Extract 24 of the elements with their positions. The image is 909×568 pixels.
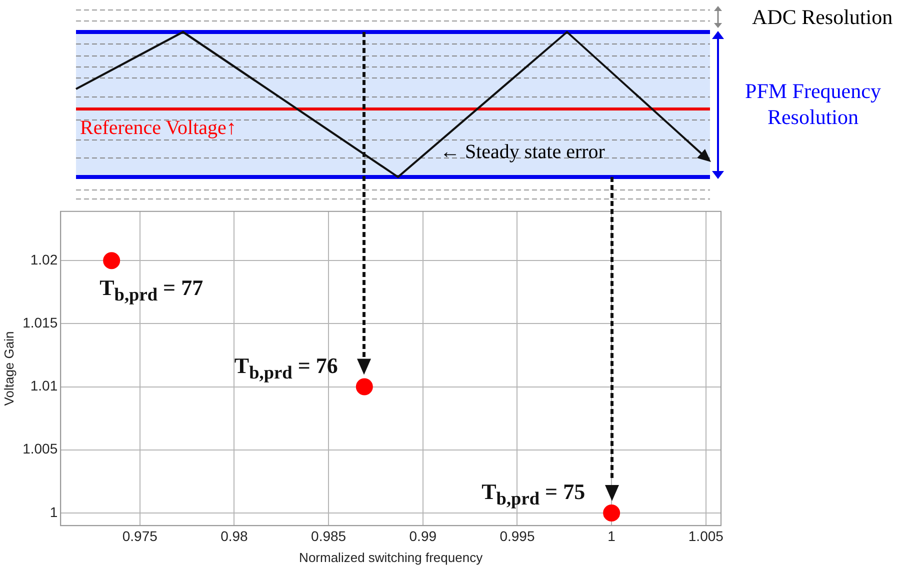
annotation: T$_{b,prd}$ = 75: [482, 478, 586, 510]
annotation: T$_{b,prd}$ = 76: [234, 352, 338, 384]
x-tick-label: 0.975: [122, 528, 158, 544]
x-axis-title: Normalized switching frequency: [299, 550, 484, 565]
x-tick-label: 0.985: [311, 528, 346, 544]
y-tick-label: 1: [50, 504, 58, 520]
y-axis-title: Voltage Gain: [1, 331, 16, 406]
x-tick-label: 0.98: [220, 528, 248, 544]
y-tick-label: 1.005: [22, 440, 58, 457]
x-tick-label: 1: [608, 528, 616, 544]
point: [603, 504, 620, 522]
x-tick-label: 0.99: [409, 528, 437, 544]
x-tick-label: 0.995: [500, 528, 535, 544]
annotation: T$_{b,prd}$ = 77: [100, 274, 204, 305]
y-tick-label: 1.02: [30, 251, 58, 268]
text: ADC Resolution: [752, 4, 893, 30]
y-tick-label: 1.01: [30, 378, 58, 394]
text: Reference Voltage↑: [80, 116, 236, 141]
point: [356, 378, 373, 396]
y-tick-label: 1.015: [22, 314, 58, 331]
text: PFM Frequency Resolution: [744, 78, 882, 130]
x-tick-label: 1.005: [688, 528, 724, 544]
text: ← Steady state error: [440, 140, 605, 165]
point: [103, 252, 120, 270]
